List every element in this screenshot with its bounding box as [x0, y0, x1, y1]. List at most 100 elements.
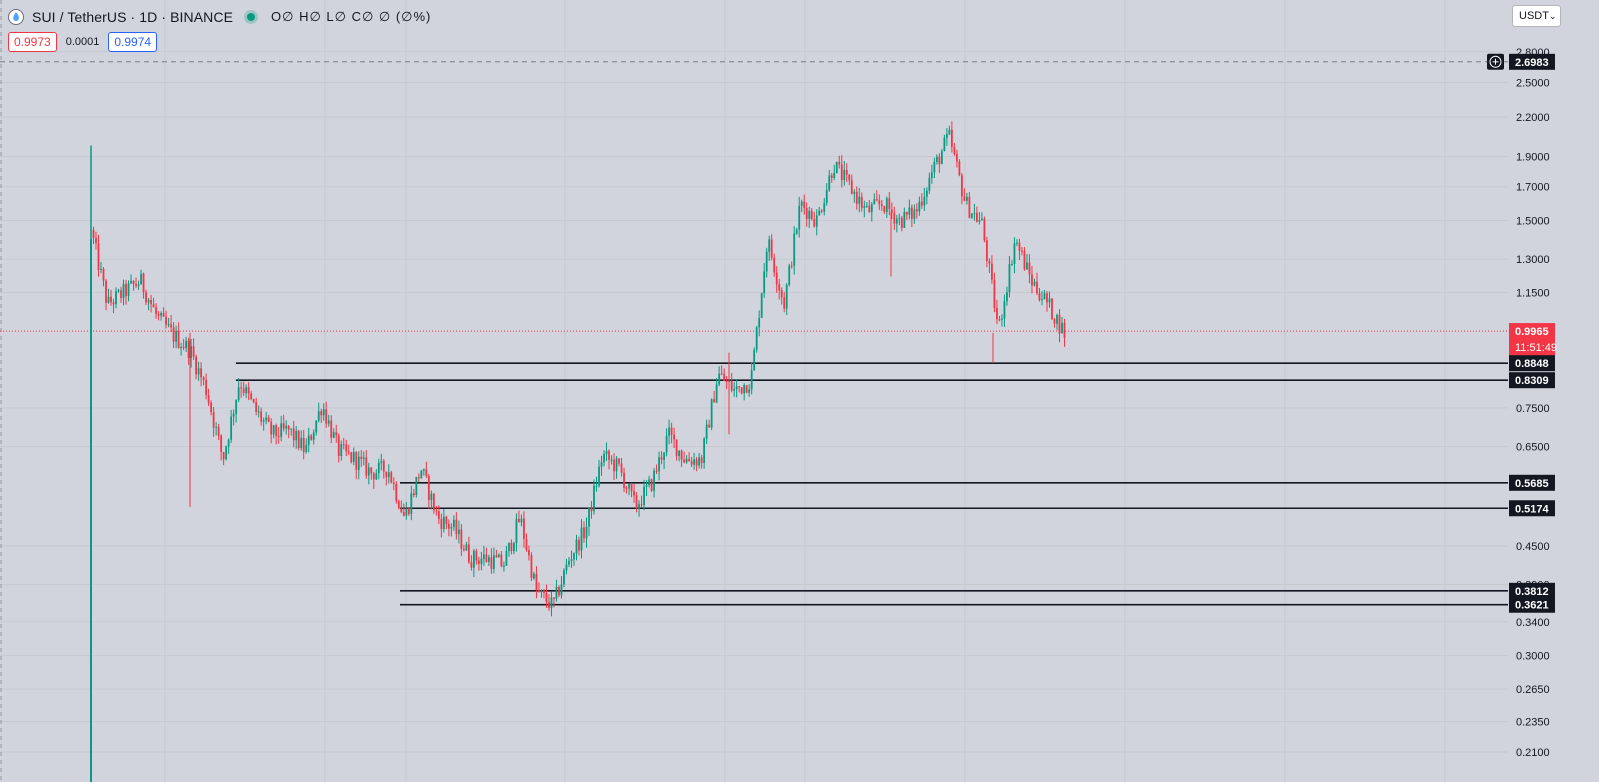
candle-body	[803, 201, 806, 208]
candle-body	[918, 201, 921, 212]
candle-body	[1038, 292, 1041, 301]
candle-body	[1063, 322, 1066, 338]
candle-body	[412, 493, 415, 496]
candle-body	[665, 435, 668, 453]
y-tick-label: 0.2650	[1516, 684, 1550, 696]
candle-body	[297, 430, 300, 449]
candle-body	[835, 161, 838, 174]
candle-body	[1048, 298, 1051, 303]
candle-body	[565, 564, 568, 571]
candle-body	[470, 562, 473, 568]
candle-body	[247, 387, 250, 394]
candle-body	[903, 211, 906, 228]
candle-body	[930, 172, 933, 178]
candle-body	[993, 279, 996, 308]
currency-select[interactable]: USDT ⌄	[1512, 5, 1561, 27]
candle-body	[1031, 274, 1033, 286]
candle-body	[150, 300, 152, 305]
candle-body	[1053, 319, 1056, 324]
candle-body	[467, 544, 470, 563]
candle-body	[435, 510, 438, 512]
candle-body	[943, 137, 946, 152]
candle-body	[167, 324, 170, 326]
candle-body	[955, 154, 958, 162]
y-tick-label: 2.5000	[1516, 77, 1550, 89]
candle-body	[382, 461, 385, 472]
level-0.3621-label: 0.3621	[1515, 600, 1549, 612]
candle-body	[122, 283, 125, 298]
candle-body	[267, 417, 270, 422]
candle-body	[432, 493, 435, 511]
candle-body	[780, 290, 783, 298]
candle-body	[145, 292, 147, 303]
sell-price-button[interactable]: 0.9973	[8, 32, 57, 52]
candle-body	[107, 296, 110, 303]
candle-body	[1001, 318, 1003, 320]
candle-body	[630, 483, 633, 492]
candle-body	[555, 586, 558, 599]
candle-body	[345, 444, 348, 452]
candle-body	[518, 518, 520, 523]
candle-body	[347, 451, 350, 453]
buy-price-button[interactable]: 0.9974	[108, 32, 158, 52]
candle-body	[90, 239, 92, 782]
candle-body	[452, 519, 455, 528]
level-0.3812-label: 0.3812	[1515, 586, 1549, 598]
candle-body	[550, 597, 553, 609]
candle-body	[510, 542, 513, 552]
candle-body	[450, 527, 453, 529]
candle-body	[475, 550, 478, 561]
candle-body	[560, 584, 563, 596]
candle-body	[422, 469, 425, 471]
candle-body	[693, 459, 696, 465]
candle-body	[488, 557, 490, 562]
symbol-title[interactable]: SUI / TetherUS · 1D · BINANCE	[32, 9, 234, 25]
candle-body	[845, 169, 848, 175]
horizontal-levels[interactable]	[235, 362, 1508, 606]
candle-body	[117, 290, 120, 292]
candle-body	[447, 523, 450, 529]
candle-body	[185, 340, 187, 348]
candle-body	[485, 554, 488, 562]
candle-body	[402, 512, 405, 516]
candle-body	[678, 450, 681, 457]
chevron-down-icon: ⌄	[1548, 10, 1557, 21]
candle-body	[320, 411, 323, 416]
candle-body	[417, 477, 420, 479]
candle-body	[392, 482, 395, 484]
level-0.8309-badge	[1509, 372, 1555, 389]
candle-body	[427, 476, 430, 501]
candle-body	[200, 368, 203, 378]
candle-body	[793, 233, 796, 266]
candle-body	[282, 423, 285, 429]
candle-body	[275, 425, 278, 436]
candle-body	[988, 261, 991, 264]
candle-body	[658, 457, 660, 472]
candle-body	[775, 272, 778, 285]
price-axis[interactable]: 2.80002.50002.20001.90001.70001.50001.30…	[1487, 0, 1599, 782]
candle-body	[880, 204, 883, 207]
candle-body	[748, 389, 751, 393]
candle-body	[648, 479, 650, 486]
sui-logo-icon	[8, 9, 24, 25]
candle-body	[365, 457, 368, 476]
currency-selected-value: USDT	[1519, 10, 1549, 22]
last-price-badge	[1509, 323, 1555, 358]
candle-body	[1016, 242, 1018, 244]
candle-body	[668, 427, 670, 436]
candle-body	[986, 240, 988, 262]
add-alert-plus-icon[interactable]	[1487, 53, 1504, 70]
candle-body	[377, 462, 380, 474]
candle-body	[125, 283, 127, 297]
candle-body	[157, 313, 160, 316]
candle-body	[357, 456, 360, 470]
candle-body	[508, 542, 510, 551]
candle-body	[633, 491, 635, 496]
candle-body	[523, 518, 525, 539]
candle-body	[202, 377, 205, 380]
candle-body	[865, 205, 868, 207]
candle-body	[240, 387, 243, 389]
candle-body	[390, 472, 393, 483]
